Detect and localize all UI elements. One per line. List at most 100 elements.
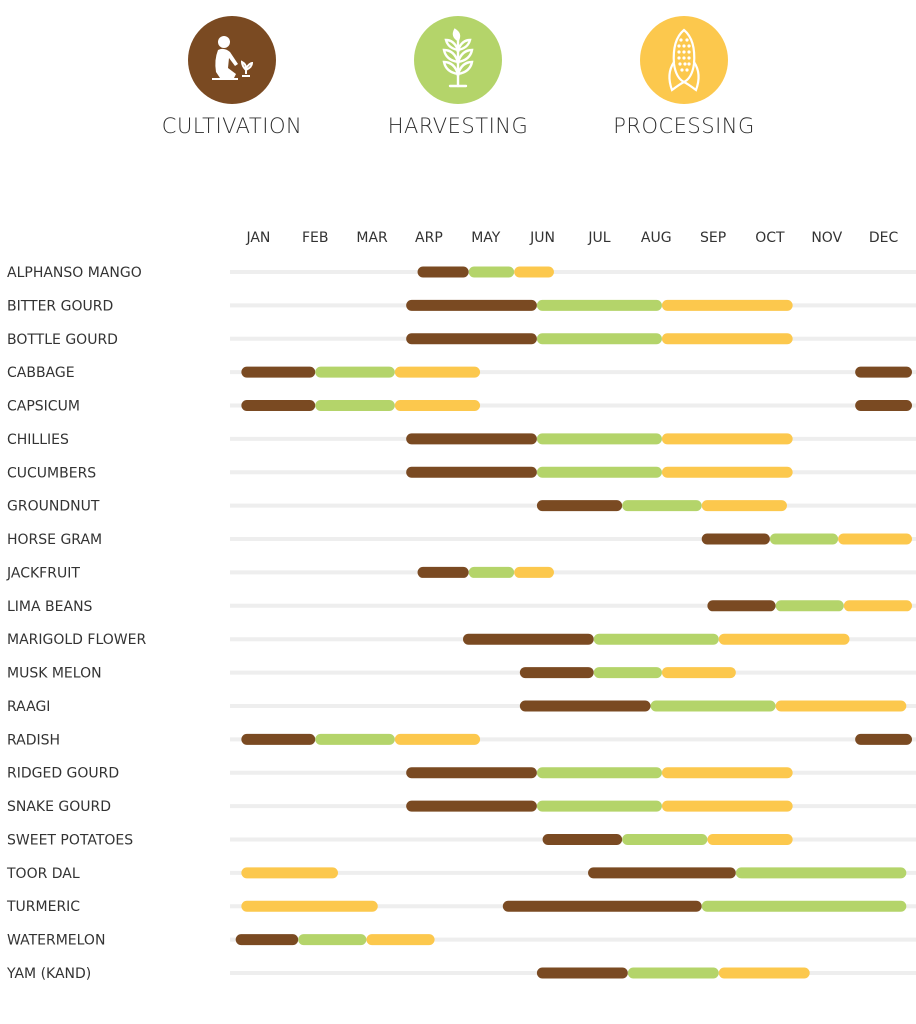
legend-harvesting-circle — [414, 16, 502, 104]
month-label: ARP — [415, 230, 443, 246]
processing-bar — [661, 433, 793, 445]
legend-processing-label: PROCESSING — [613, 114, 755, 138]
cultivation-bar — [241, 733, 316, 745]
processing-bar — [718, 633, 850, 645]
harvesting-bar — [769, 533, 839, 545]
month-label: NOV — [811, 230, 842, 246]
cultivation-bar — [235, 934, 299, 946]
cultivation-bar — [406, 433, 537, 445]
crop-row: TURMERIC — [6, 899, 916, 915]
crop-label: HORSE GRAM — [7, 532, 102, 548]
crop-label: GROUNDNUT — [7, 499, 100, 515]
processing-bar — [514, 266, 554, 278]
corn-icon — [668, 28, 700, 92]
processing-bar — [394, 366, 481, 378]
harvesting-bar — [593, 667, 662, 679]
cultivation-bar — [406, 767, 537, 779]
crop-label: LIMA BEANS — [7, 599, 93, 615]
harvesting-bar — [701, 900, 907, 912]
crop-label: ALPHANSO MANGO — [7, 265, 142, 281]
month-label: DEC — [869, 230, 899, 246]
processing-bar — [661, 299, 793, 311]
crop-row: MARIGOLD FLOWER — [7, 632, 916, 648]
harvesting-bar — [622, 500, 702, 512]
cultivation-bar — [417, 566, 469, 578]
harvesting-bar — [536, 800, 662, 812]
processing-bar — [241, 867, 338, 879]
legend-processing-circle — [640, 16, 728, 104]
month-label: JUN — [529, 230, 555, 246]
processing-bar — [775, 700, 907, 712]
harvesting-bar — [315, 733, 395, 745]
processing-bar — [661, 800, 793, 812]
cultivation-bar — [536, 500, 623, 512]
harvesting-bar — [315, 400, 395, 412]
crop-row: RIDGED GOURD — [7, 766, 916, 782]
crop-label: RADISH — [7, 732, 60, 748]
crop-row: RAAGI — [7, 699, 916, 715]
crop-row: CABBAGE — [7, 365, 916, 381]
month-label: OCT — [755, 230, 785, 246]
cultivation-bar — [406, 800, 537, 812]
cultivation-bar — [519, 700, 651, 712]
cultivation-bar — [855, 733, 912, 745]
crop-label: JACKFRUIT — [6, 565, 80, 581]
legend-harvesting-label: HARVESTING — [387, 114, 529, 138]
cultivation-bar — [707, 600, 776, 612]
cultivation-bar — [241, 366, 316, 378]
legend-harvesting: HARVESTING — [358, 16, 558, 138]
cultivation-bar — [406, 299, 537, 311]
crop-rows: ALPHANSO MANGO BITTER GOURD BOTTLE GOURD CA… — [6, 265, 916, 982]
crop-label: BOTTLE GOURD — [7, 332, 118, 348]
crop-label: WATERMELON — [7, 933, 105, 949]
crop-row: SWEET POTATOES — [7, 832, 916, 848]
crop-label: YAM (KAND) — [6, 966, 91, 982]
processing-bar — [707, 833, 793, 845]
processing-bar — [661, 333, 793, 345]
processing-bar — [661, 767, 793, 779]
cultivation-bar — [406, 466, 537, 478]
legend-cultivation: CULTIVATION — [132, 16, 332, 138]
harvesting-bar — [536, 466, 662, 478]
cultivation-bar — [855, 400, 912, 412]
cultivation-bar — [588, 867, 736, 879]
legend-cultivation-label: CULTIVATION — [161, 114, 303, 138]
crop-row: BITTER GOURD — [7, 298, 916, 314]
harvesting-bar — [536, 767, 662, 779]
processing-bar — [718, 967, 810, 979]
cultivation-bar — [542, 833, 623, 845]
crop-label: SNAKE GOURD — [7, 799, 111, 815]
month-label: MAR — [356, 230, 388, 246]
crop-label: TURMERIC — [6, 899, 80, 915]
crop-label: BITTER GOURD — [7, 298, 113, 314]
month-label: JAN — [245, 230, 270, 246]
harvesting-bar — [735, 867, 907, 879]
crop-label: MUSK MELON — [7, 666, 102, 682]
crop-row: SNAKE GOURD — [7, 799, 916, 815]
processing-bar — [661, 466, 793, 478]
harvesting-bar — [315, 366, 395, 378]
crop-label: CUCUMBERS — [7, 465, 96, 481]
processing-bar — [661, 667, 736, 679]
month-label: FEB — [302, 230, 329, 246]
wheat-icon — [442, 28, 474, 88]
month-label: SEP — [700, 230, 726, 246]
crop-row: ALPHANSO MANGO — [7, 265, 916, 281]
crop-row: LIMA BEANS — [7, 599, 916, 615]
harvesting-bar — [468, 566, 515, 578]
processing-bar — [514, 566, 554, 578]
harvesting-bar — [627, 967, 719, 979]
processing-bar — [394, 400, 481, 412]
crop-label: CAPSICUM — [7, 399, 80, 415]
crop-label: CHILLIES — [7, 432, 69, 448]
harvesting-bar — [622, 833, 708, 845]
crop-row: BOTTLE GOURD — [7, 332, 916, 348]
cultivation-bar — [519, 667, 594, 679]
crop-row: CAPSICUM — [7, 399, 916, 415]
harvesting-bar — [536, 433, 662, 445]
processing-bar — [241, 900, 378, 912]
legend-processing: PROCESSING — [584, 16, 784, 138]
cultivation-bar — [406, 333, 537, 345]
crop-row: YAM (KAND) — [6, 966, 916, 982]
